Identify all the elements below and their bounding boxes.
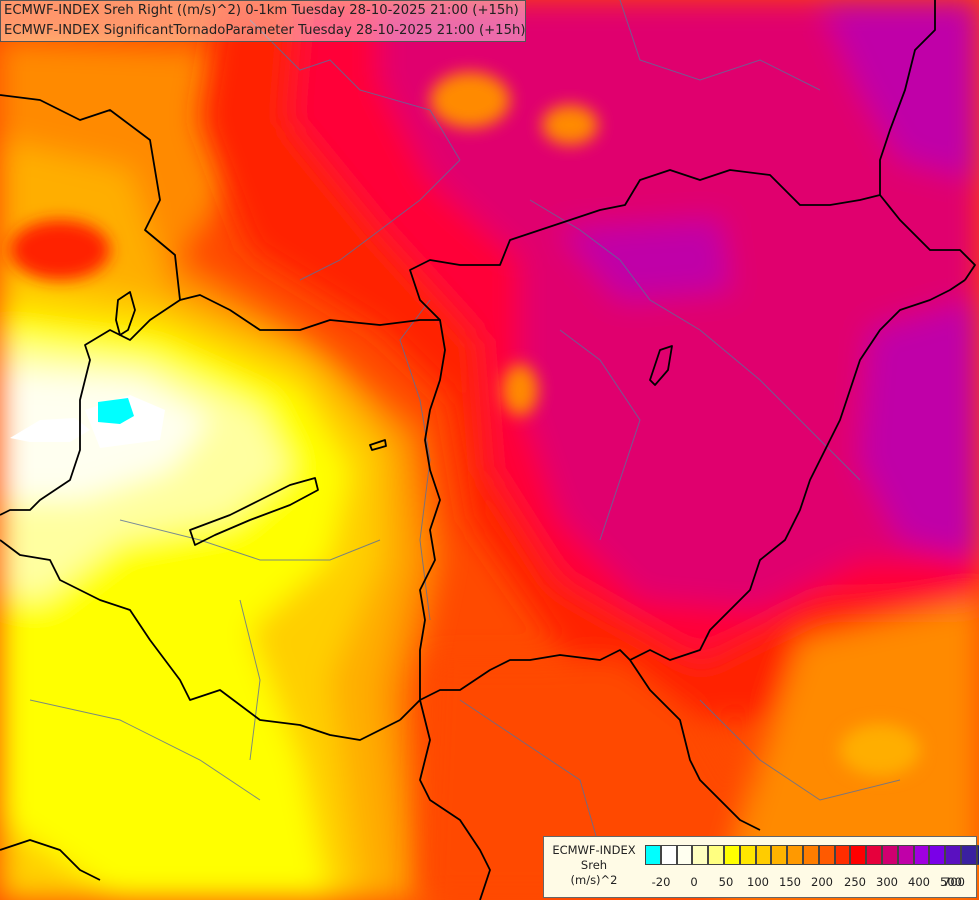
field-blob-orange-c bbox=[502, 364, 538, 416]
border-south bbox=[419, 699, 491, 900]
legend-tick-label: 500 bbox=[940, 875, 962, 889]
legend-swatch bbox=[676, 845, 693, 865]
legend-swatch bbox=[881, 845, 898, 865]
legend-swatch bbox=[645, 845, 661, 865]
legend-swatch bbox=[739, 845, 756, 865]
legend-tick-label: 400 bbox=[908, 875, 930, 889]
legend-tick-labels: -20 0 50 100 150 200 250 300 400 500 700 bbox=[544, 875, 978, 891]
legend-swatch bbox=[660, 845, 677, 865]
legend-swatch bbox=[976, 845, 979, 865]
legend-swatch bbox=[929, 845, 946, 865]
field-blob-red-w bbox=[10, 220, 110, 280]
legend-title-line-3: (m/s)^2 bbox=[570, 873, 618, 887]
legend-swatch bbox=[850, 845, 867, 865]
lake-small bbox=[369, 439, 387, 451]
legend-swatch bbox=[945, 845, 961, 865]
border-east bbox=[399, 279, 966, 721]
border-sw bbox=[0, 839, 101, 881]
border-west bbox=[419, 319, 446, 700]
legend-title-line-2: Sreh bbox=[580, 858, 608, 872]
border-slovenia bbox=[0, 539, 401, 741]
field-blob-orange-n bbox=[430, 72, 510, 128]
river-island bbox=[649, 345, 673, 386]
field-magenta-east bbox=[380, 0, 979, 610]
title-line-1: ECMWF-INDEX Sreh Right ((m/s)^2) 0-1km T… bbox=[4, 3, 519, 18]
legend-tick-label: 200 bbox=[811, 875, 833, 889]
legend-swatch bbox=[802, 845, 819, 865]
legend-swatch bbox=[755, 845, 772, 865]
admin-boundaries bbox=[29, 0, 901, 851]
border-north bbox=[0, 94, 976, 331]
legend-swatch bbox=[866, 845, 882, 865]
legend-swatches bbox=[645, 845, 979, 865]
legend-tick-label: 50 bbox=[718, 875, 734, 889]
legend-swatch bbox=[960, 845, 977, 865]
field-purple-e bbox=[860, 300, 979, 560]
map-title-box: ECMWF-INDEX Sreh Right ((m/s)^2) 0-1km T… bbox=[0, 0, 526, 42]
legend-swatch bbox=[771, 845, 788, 865]
legend-swatch bbox=[708, 845, 724, 865]
legend-swatch bbox=[692, 845, 709, 865]
legend-tick-label: -20 bbox=[651, 875, 671, 889]
legend-tick-label: 300 bbox=[876, 875, 898, 889]
field-purple-c bbox=[560, 220, 730, 300]
legend-swatch bbox=[723, 845, 740, 865]
legend-tick-label: 0 bbox=[690, 875, 698, 889]
legend-swatch bbox=[897, 845, 914, 865]
legend-tick-label: 100 bbox=[747, 875, 769, 889]
legend-swatch bbox=[818, 845, 835, 865]
color-legend: ECMWF-INDEX Sreh (m/s)^2 -20 0 50 100 150 200… bbox=[543, 836, 979, 898]
legend-swatch bbox=[787, 845, 803, 865]
title-line-2: ECMWF-INDEX SignificantTornadoParameter … bbox=[4, 23, 526, 38]
field-blob-amber-se bbox=[840, 724, 920, 776]
legend-tick-label: 700 bbox=[943, 875, 965, 889]
lake-west bbox=[115, 291, 136, 336]
legend-title: ECMWF-INDEX Sreh (m/s)^2 bbox=[544, 843, 644, 888]
field-white-spot bbox=[10, 418, 90, 442]
legend-tick-label: 150 bbox=[779, 875, 801, 889]
lake-balaton bbox=[189, 477, 319, 546]
field-cyan-spot bbox=[98, 398, 134, 424]
legend-title-line-1: ECMWF-INDEX bbox=[552, 843, 636, 857]
legend-tick-label: 250 bbox=[844, 875, 866, 889]
legend-swatch bbox=[834, 845, 851, 865]
legend-swatch bbox=[913, 845, 930, 865]
border-se bbox=[629, 659, 761, 831]
border-ne bbox=[879, 0, 936, 195]
field-purple-ne bbox=[820, 0, 979, 180]
border-austria bbox=[0, 299, 181, 516]
field-blob-orange-ne bbox=[542, 105, 598, 145]
